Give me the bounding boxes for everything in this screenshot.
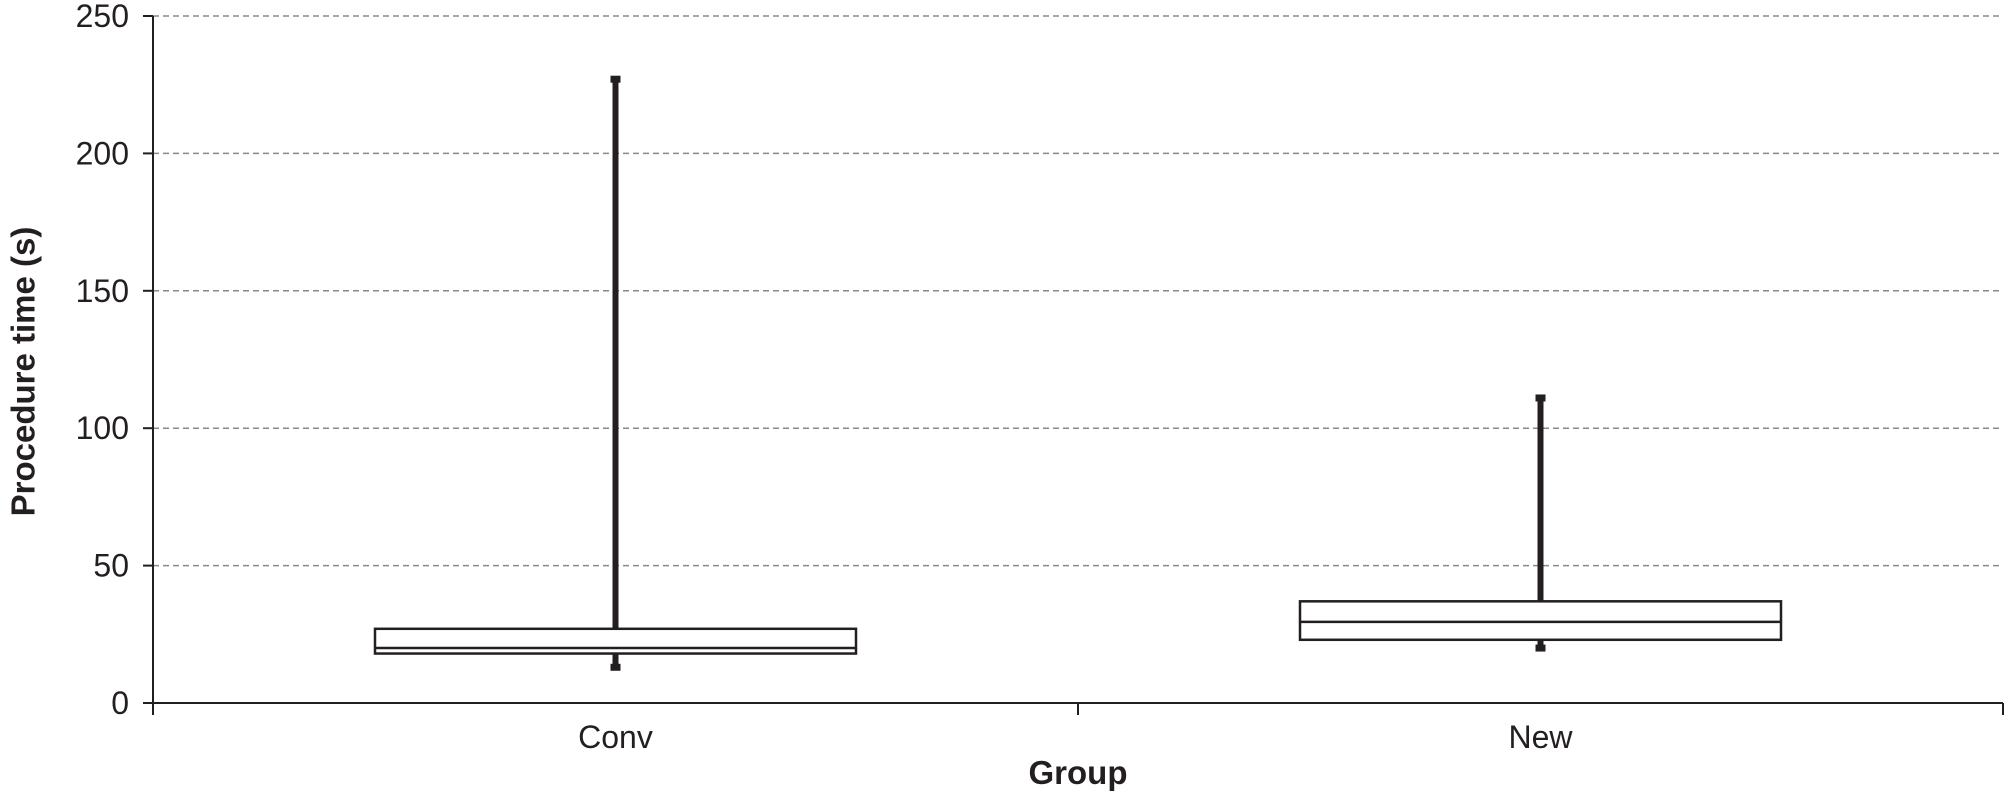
y-tick-label: 200 bbox=[76, 135, 129, 171]
grid-lines bbox=[153, 15, 2003, 567]
tick-labels: 0 50 100 150 200 250 Conv New bbox=[76, 0, 1574, 755]
x-tick-label: New bbox=[1508, 719, 1573, 755]
axes bbox=[143, 15, 2004, 715]
y-tick-label: 50 bbox=[93, 548, 129, 584]
box-iqr bbox=[1298, 600, 1783, 642]
box-conv bbox=[373, 75, 858, 671]
box-iqr bbox=[373, 627, 858, 655]
box-series bbox=[373, 75, 1783, 671]
y-tick-label: 250 bbox=[76, 0, 129, 34]
x-tick-label: Conv bbox=[578, 719, 653, 755]
y-tick-label: 100 bbox=[76, 410, 129, 446]
y-tick-label: 0 bbox=[111, 685, 129, 721]
y-tick-label: 150 bbox=[76, 273, 129, 309]
x-axis-title: Group bbox=[1029, 754, 1128, 791]
box-new bbox=[1298, 394, 1783, 652]
y-axis-title: Procedure time (s) bbox=[5, 227, 42, 517]
